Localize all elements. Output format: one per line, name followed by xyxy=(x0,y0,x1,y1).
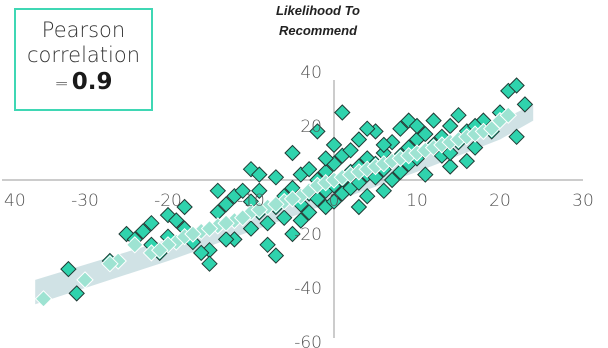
data-point xyxy=(425,112,442,129)
data-point xyxy=(358,120,376,137)
data-point xyxy=(350,131,368,148)
tick-labels: 40 -30 -20 -10 0 10 20 30 40 20 -20 -40 -60 xyxy=(4,63,594,348)
data-point xyxy=(251,166,268,183)
data-point xyxy=(325,193,343,210)
data-point xyxy=(68,285,85,302)
data-point xyxy=(309,123,326,140)
data-point xyxy=(209,182,227,200)
data-point xyxy=(176,198,193,216)
x-tick-label: 0 xyxy=(329,191,340,211)
data-point xyxy=(441,117,459,135)
data-point xyxy=(417,166,434,183)
trend-point xyxy=(184,225,202,243)
data-point xyxy=(392,120,409,137)
data-point xyxy=(375,182,393,200)
data-point xyxy=(234,182,251,200)
data-point xyxy=(217,231,235,248)
data-point xyxy=(192,244,210,262)
x-tick-label: -10 xyxy=(237,191,265,211)
data-point xyxy=(292,212,310,229)
x-tick-label: 20 xyxy=(489,191,511,211)
y-tick-label: 40 xyxy=(300,63,322,83)
trend-points xyxy=(34,106,518,308)
x-tick-label: -30 xyxy=(71,191,99,211)
data-point xyxy=(458,152,476,170)
trend-point xyxy=(126,236,144,254)
trend-point xyxy=(101,254,119,273)
stat-label-line2: correlation xyxy=(26,43,141,67)
data-point xyxy=(342,142,359,159)
y-axis-title-line1: Likelihood To xyxy=(276,3,360,18)
data-point xyxy=(350,174,368,191)
trend-point xyxy=(200,219,219,238)
data-point xyxy=(284,225,301,243)
data-point xyxy=(350,198,368,216)
data-point xyxy=(516,96,534,113)
data-point xyxy=(300,204,318,221)
data-point xyxy=(358,187,376,205)
trend-point xyxy=(217,214,235,232)
data-point xyxy=(217,196,235,213)
x-tick-label: 10 xyxy=(406,191,428,211)
data-point xyxy=(168,212,185,229)
data-point xyxy=(201,255,218,272)
data-point xyxy=(143,214,160,232)
data-point xyxy=(375,136,393,154)
data-point xyxy=(392,163,409,181)
data-point xyxy=(275,209,293,227)
data-point xyxy=(334,104,351,121)
data-point xyxy=(450,106,467,124)
data-point xyxy=(267,247,285,264)
y-tick-label: 20 xyxy=(300,117,322,137)
x-tick-label: 40 xyxy=(4,191,26,211)
correlation-stat-box: Pearson correlation = 0.9 xyxy=(14,8,153,111)
data-point xyxy=(325,136,343,154)
y-tick-label: -20 xyxy=(294,225,322,245)
stat-value-line: = 0.9 xyxy=(16,68,151,98)
data-point xyxy=(367,169,384,186)
data-point xyxy=(284,144,301,162)
x-tick-label: 30 xyxy=(572,191,594,211)
trend-point xyxy=(233,209,252,227)
data-point xyxy=(242,220,260,237)
data-point xyxy=(317,150,334,167)
data-point xyxy=(508,128,525,146)
trend-point xyxy=(499,106,518,124)
trend-point xyxy=(150,241,169,259)
data-point xyxy=(441,158,459,175)
data-point xyxy=(383,171,401,189)
stat-label-line1: Pearson xyxy=(41,18,126,42)
y-tick-label: -60 xyxy=(294,333,322,348)
data-point xyxy=(300,160,318,178)
x-tick-label: -20 xyxy=(154,191,182,211)
data-point xyxy=(267,169,285,186)
data-point xyxy=(408,117,426,135)
equals-sign: = xyxy=(54,74,69,94)
data-point xyxy=(259,214,276,232)
trend-point xyxy=(34,290,53,308)
data-point xyxy=(508,77,525,94)
data-point xyxy=(309,190,326,208)
correlation-value: 0.9 xyxy=(71,69,113,95)
trend-point xyxy=(250,200,269,219)
data-point xyxy=(466,139,484,156)
data-point xyxy=(134,223,152,240)
trend-point xyxy=(76,271,94,289)
y-tick-label: -40 xyxy=(294,279,322,299)
data-point xyxy=(251,182,268,200)
data-point xyxy=(441,144,459,162)
trend-point xyxy=(267,195,285,214)
y-axis-title-line2: Recommend xyxy=(279,23,358,38)
data-point xyxy=(60,260,77,278)
trend-point xyxy=(283,190,302,208)
data-point xyxy=(259,236,276,254)
